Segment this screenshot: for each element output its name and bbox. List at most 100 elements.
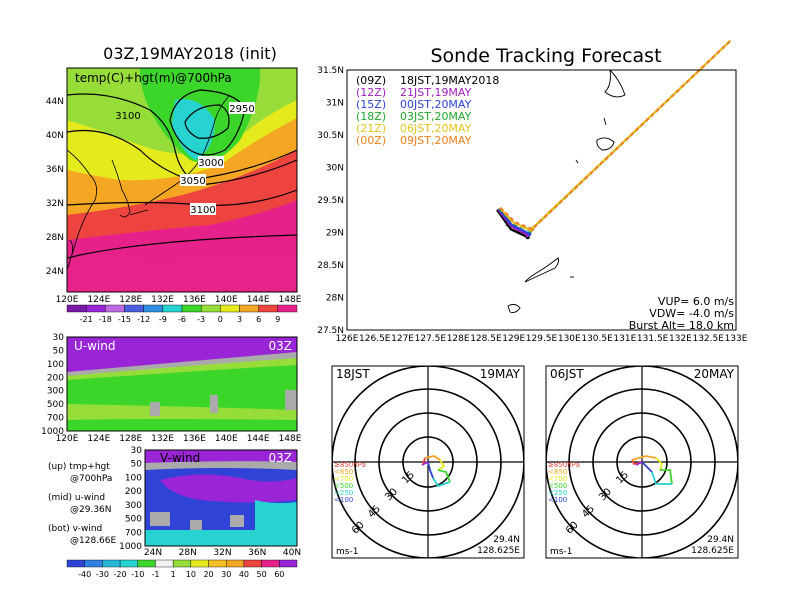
lat-tick-label: 28N: [179, 548, 197, 558]
level-legend: <100: [548, 496, 567, 504]
lon-tick-label: 129.5E: [526, 334, 558, 344]
colorbar-swatch: [190, 559, 209, 568]
lon-tick-label: 144E: [247, 295, 270, 305]
lon-tick-label: 136E: [183, 434, 206, 444]
level-legend: <850: [334, 468, 353, 476]
legend-label: 21JST,19MAY: [400, 86, 472, 99]
track-legend: (09Z) 18JST,19MAY2018 (12Z) 21JST,19MAY (15Z…: [356, 74, 499, 147]
colorbar-tick: 9: [275, 315, 280, 324]
hodograph-trace: [655, 457, 664, 471]
lon-tick-label: 140E: [215, 434, 238, 444]
lon-tick-label: 128E: [119, 434, 142, 444]
colorbar-tick: 6: [256, 315, 261, 324]
u-wind-pressure-ticks: 30 50 100 200 300 500 700 1000: [41, 333, 64, 437]
hodograph-time: 06JST: [550, 367, 584, 381]
legend-label: 09JST,20MAY: [400, 134, 472, 147]
hodograph-trace: [635, 461, 643, 466]
hodograph-1: 18JST 19MAY15304560≥850hPa<850<700<500<25…: [331, 365, 525, 559]
hodograph-trace: [437, 469, 451, 483]
lat-tick-label: 40N: [283, 548, 301, 558]
level-legend: <700: [548, 475, 567, 483]
hodograph-trace: [660, 469, 673, 485]
svg-text:(mid) u-wind: (mid) u-wind: [48, 493, 105, 503]
svg-text:3050: 3050: [180, 176, 205, 187]
level-legend: <250: [334, 489, 353, 497]
hodograph-lat: 29.4N: [707, 535, 734, 545]
svg-text:(up) tmp+hgt: (up) tmp+hgt: [48, 462, 110, 472]
wind-colorbar: -40 -30 -20 -10 -1 1 10 20 30 40 50 60: [66, 559, 298, 579]
lat-tick-label: 36N: [248, 548, 266, 558]
lon-tick-label: 130.5E: [581, 334, 613, 344]
pressure-tick: 50: [53, 346, 65, 356]
lon-tick-label: 144E: [247, 434, 270, 444]
colorbar-tick: -10: [131, 570, 144, 579]
legend-time: (15Z): [356, 98, 386, 111]
colorbar-tick: 60: [274, 570, 284, 579]
pressure-tick: 300: [47, 387, 64, 397]
track-lat-ticks: 31.5N 31N 30.5N 30N 29.5N 29N 28.5N 28N 27.5N: [317, 66, 344, 336]
track-map-title: Sonde Tracking Forecast: [430, 45, 661, 67]
level-legend: ≥850hPa: [334, 461, 366, 469]
hodograph-trace: [631, 455, 657, 461]
hodograph-frame: [331, 365, 525, 559]
colorbar-swatch: [277, 304, 298, 313]
pressure-tick: 1000: [41, 427, 64, 437]
hodograph-trace: [421, 461, 429, 466]
colorbar-swatch: [155, 559, 174, 568]
track-series-extended: [498, 39, 732, 232]
panel-notes: (up) tmp+hgt @700hPa (mid) u-wind @29.36…: [48, 462, 116, 546]
colorbar-swatch: [143, 304, 164, 313]
lon-tick-label: 128E: [447, 334, 470, 344]
legend-label: 00JST,20MAY: [400, 98, 472, 111]
track-params: VUP= 6.0 m/s VDW= -4.0 m/s Burst Alt= 18…: [629, 295, 735, 332]
lon-tick-label: 127E: [391, 334, 414, 344]
lon-tick-label: 132E: [669, 334, 692, 344]
colorbar-tick: -21: [80, 315, 93, 324]
hodograph-lat: 29.4N: [493, 535, 520, 545]
lat-tick-label: 28N: [46, 233, 64, 243]
v-wind-frame: [144, 449, 298, 547]
v-wind-time: 03Z: [269, 451, 293, 465]
svg-text:2950: 2950: [229, 104, 254, 115]
left-map-frame: [66, 67, 298, 293]
legend-label: 18JST,19MAY2018: [400, 74, 499, 87]
hodograph-lon: 128.625E: [477, 546, 520, 556]
track-map-frame: [346, 69, 737, 331]
v-wind-lat-ticks: 24N 28N 32N 36N 40N: [144, 548, 301, 558]
legend-time: (00Z): [356, 134, 386, 147]
colorbar-swatch: [66, 559, 85, 568]
lon-tick-label: 133E: [725, 334, 748, 344]
colorbar-tick: -9: [159, 315, 167, 324]
colorbar-swatch: [119, 559, 138, 568]
hodograph-trace: [424, 455, 441, 461]
lon-tick-label: 120E: [56, 295, 79, 305]
track-line: [498, 39, 732, 232]
lon-tick-label: 132.5E: [692, 334, 724, 344]
legend-time: (18Z): [356, 110, 386, 123]
track-coastline: [504, 70, 626, 313]
u-wind-field: [67, 337, 297, 431]
hodograph-trace: [641, 461, 653, 473]
temperature-field: [67, 68, 297, 292]
colorbar-swatch: [124, 304, 144, 313]
left-map-lat-ticks: 44N 40N 36N 32N 28N 24N: [46, 97, 64, 277]
pressure-tick: 30: [53, 333, 65, 343]
colorbar-tick: 50: [257, 570, 267, 579]
colorbar-swatch: [162, 304, 183, 313]
hodograph-trace: [437, 459, 446, 471]
lat-tick-label: 29N: [326, 229, 344, 239]
pressure-tick: 50: [131, 460, 143, 470]
track-line: [497, 207, 530, 235]
colorbar-tick: 3: [237, 315, 242, 324]
legend-time: (12Z): [356, 86, 386, 99]
lat-tick-label: 29.5N: [317, 196, 344, 206]
pressure-tick: 30: [131, 446, 143, 456]
svg-text:VDW= -4.0 m/s: VDW= -4.0 m/s: [649, 307, 734, 320]
colorbar-tick: 10: [186, 570, 196, 579]
colorbar-tick: 40: [239, 570, 249, 579]
lat-tick-label: 28.5N: [317, 261, 344, 271]
lat-tick-label: 24N: [46, 267, 64, 277]
lon-tick-label: 129E: [502, 334, 525, 344]
v-wind-label: V-wind: [160, 451, 200, 465]
svg-text:@700hPa: @700hPa: [70, 474, 112, 484]
